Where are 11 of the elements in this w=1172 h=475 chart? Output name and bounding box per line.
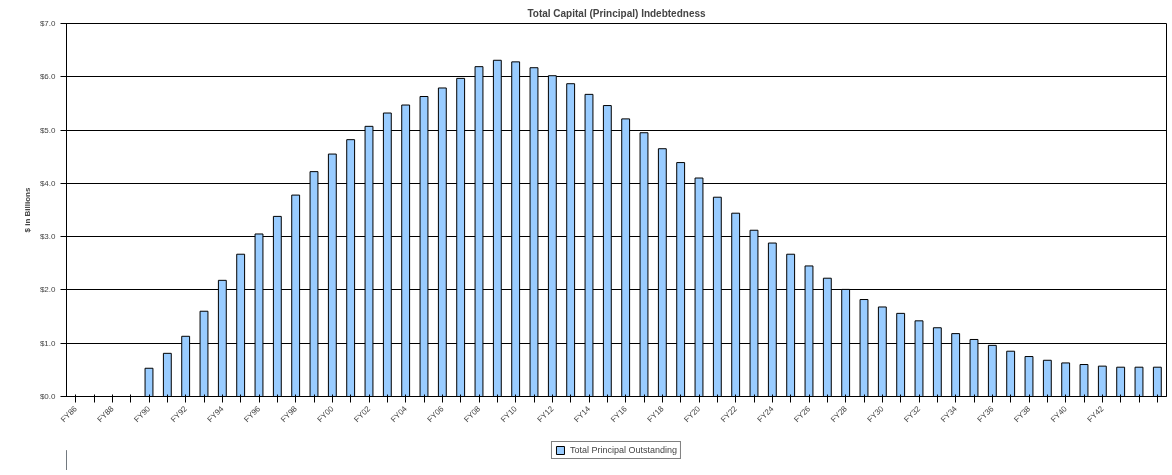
y-axis-title: $ in Billions <box>22 187 32 233</box>
y-tick-label: $3.0 <box>39 232 57 242</box>
y-tick-label: $4.0 <box>39 178 57 188</box>
y-tick-label: $1.0 <box>39 338 57 348</box>
y-tick-label: $5.0 <box>39 125 57 135</box>
y-tick-label: $6.0 <box>39 72 57 82</box>
legend-label: Total Principal Outstanding <box>569 445 678 455</box>
y-tick-label: $0.0 <box>39 392 57 401</box>
y-tick-label: $7.0 <box>39 19 57 28</box>
chart-title: Total Capital (Principal) Indebtedness <box>527 7 707 19</box>
y-tick-label: $2.0 <box>39 285 57 295</box>
